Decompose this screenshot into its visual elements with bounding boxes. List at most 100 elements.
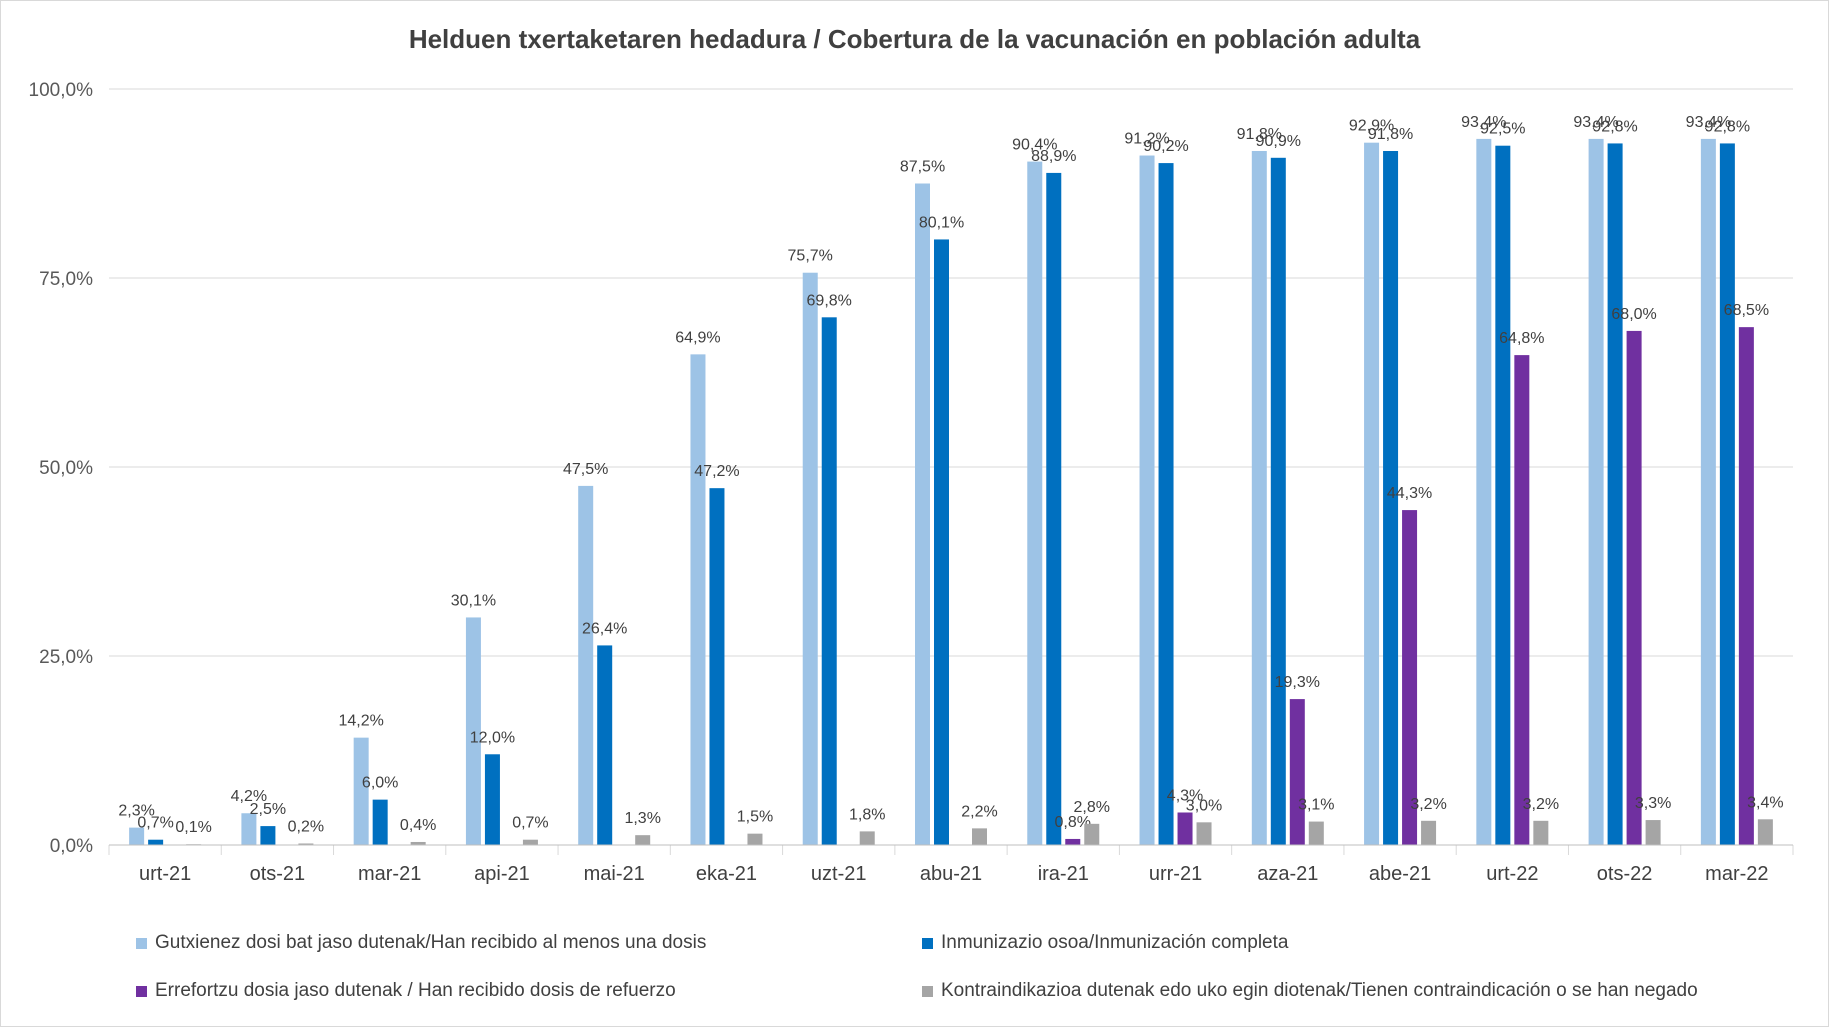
data-label: 3,0% (1186, 797, 1222, 814)
data-label: 47,2% (694, 463, 739, 480)
legend-swatch-booster (136, 985, 147, 997)
y-tick-label: 100,0% (29, 80, 94, 101)
bar (1645, 820, 1661, 845)
bar (353, 737, 369, 845)
data-label: 92,8% (1705, 118, 1750, 135)
data-label: 92,8% (1592, 118, 1637, 135)
data-label: 6,0% (362, 775, 398, 792)
bar (1065, 838, 1081, 845)
legend-label-first-dose: Gutxienez dosi bat jaso dutenak/Han reci… (155, 932, 707, 953)
data-label: 90,2% (1143, 138, 1188, 155)
legend-swatch-contraindicated (922, 985, 933, 997)
bar (1158, 163, 1174, 845)
data-label: 0,4% (400, 817, 436, 834)
x-tick-label: mai-21 (584, 863, 645, 885)
y-tick-label: 25,0% (39, 647, 93, 668)
legend-label-full-immunization: Inmunizazio osoa/Inmunización completa (941, 932, 1289, 953)
x-tick-label: abu-21 (920, 863, 982, 885)
data-label: 3,2% (1410, 796, 1446, 813)
bar (747, 833, 763, 845)
x-tick-label: api-21 (474, 863, 530, 885)
x-tick-label: urr-21 (1149, 863, 1202, 885)
bar (1084, 823, 1100, 845)
x-tick-label: urt-22 (1486, 863, 1538, 885)
bar (1700, 138, 1716, 845)
bar (821, 317, 837, 845)
data-label: 80,1% (919, 214, 964, 231)
bar (484, 754, 500, 845)
y-tick-label: 75,0% (39, 269, 93, 290)
data-label: 0,7% (137, 815, 173, 832)
data-label: 1,3% (624, 810, 660, 827)
data-label: 2,2% (961, 803, 997, 820)
x-tick-label: mar-22 (1705, 863, 1768, 885)
data-label: 1,8% (849, 806, 885, 823)
legend-item-contraindicated: Kontraindikazioa dutenak edo uko egin di… (922, 980, 1698, 1002)
data-label: 0,8% (1055, 814, 1091, 831)
bar (635, 835, 651, 845)
data-label: 3,1% (1298, 797, 1334, 814)
data-label: 64,8% (1499, 330, 1544, 347)
data-label: 2,3% (118, 803, 154, 820)
bar (915, 183, 930, 845)
bar (690, 354, 706, 845)
data-label: 4,3% (1167, 787, 1203, 804)
bar (1364, 142, 1380, 845)
legend-item-full-immunization: Inmunizazio osoa/Inmunización completa (922, 932, 1288, 954)
bar (522, 839, 538, 845)
data-label: 93,4% (1461, 114, 1506, 131)
data-label: 68,5% (1724, 302, 1769, 319)
bar (465, 617, 481, 845)
data-label: 30,1% (451, 592, 496, 609)
bar (1738, 327, 1754, 845)
bar (260, 826, 276, 845)
bar (148, 839, 164, 845)
data-label: 2,5% (250, 801, 286, 818)
bar (372, 799, 388, 845)
data-label: 26,4% (582, 620, 627, 637)
bar (709, 488, 725, 845)
data-label: 88,9% (1031, 148, 1076, 165)
data-label: 47,5% (563, 461, 608, 478)
data-label: 2,8% (1074, 799, 1110, 816)
data-label: 1,5% (737, 809, 773, 826)
bar (1139, 155, 1155, 845)
bar (1757, 819, 1773, 845)
bar (1177, 812, 1193, 845)
bar (1588, 138, 1604, 845)
x-tick-label: uzt-21 (811, 863, 867, 885)
bar (934, 239, 949, 846)
legend-label-contraindicated: Kontraindikazioa dutenak edo uko egin di… (941, 980, 1698, 1001)
data-label: 44,3% (1387, 485, 1432, 502)
data-label: 92,5% (1480, 121, 1525, 138)
legend-swatch-full-immunization (922, 937, 933, 949)
x-tick-label: mar-21 (358, 863, 421, 885)
bar (1626, 330, 1642, 845)
data-label: 4,2% (231, 788, 267, 805)
data-label: 12,0% (470, 729, 515, 746)
data-label: 90,9% (1256, 133, 1301, 150)
legend-label-booster: Errefortzu dosia jaso dutenak / Han reci… (155, 980, 676, 1001)
data-label: 3,4% (1747, 794, 1783, 811)
bar (972, 828, 987, 845)
data-label: 68,0% (1611, 306, 1656, 323)
bar (241, 813, 257, 845)
data-label: 91,8% (1237, 126, 1282, 143)
x-tick-label: urt-21 (139, 863, 191, 885)
y-tick-label: 50,0% (39, 458, 93, 479)
x-tick-label: ira-21 (1038, 863, 1089, 885)
bar (1308, 821, 1324, 845)
bar (1402, 510, 1418, 845)
data-label: 91,2% (1124, 131, 1169, 148)
bar (1495, 145, 1511, 845)
bar (1719, 143, 1735, 845)
bar (1196, 822, 1212, 845)
bar (802, 272, 818, 845)
bar (1289, 699, 1305, 845)
y-tick-label: 0,0% (50, 836, 93, 857)
bar (1533, 820, 1549, 845)
legend-swatch-first-dose (136, 937, 147, 949)
bar (1607, 143, 1623, 845)
x-tick-label: ots-22 (1597, 863, 1653, 885)
